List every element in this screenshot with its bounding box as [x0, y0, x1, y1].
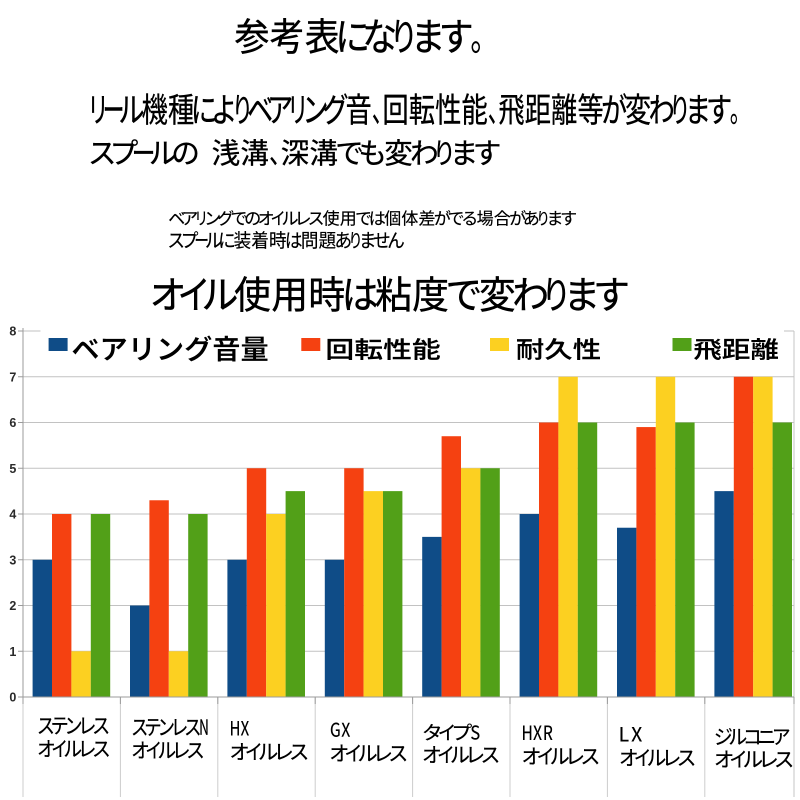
svg-text:5: 5 [9, 462, 16, 476]
svg-text:0: 0 [9, 691, 16, 705]
svg-text:7: 7 [9, 370, 16, 384]
svg-text:1: 1 [9, 645, 16, 659]
svg-text:2: 2 [9, 599, 16, 613]
svg-text:8: 8 [9, 325, 16, 339]
svg-text:4: 4 [9, 508, 16, 522]
svg-text:3: 3 [9, 553, 16, 567]
svg-text:6: 6 [9, 416, 16, 430]
